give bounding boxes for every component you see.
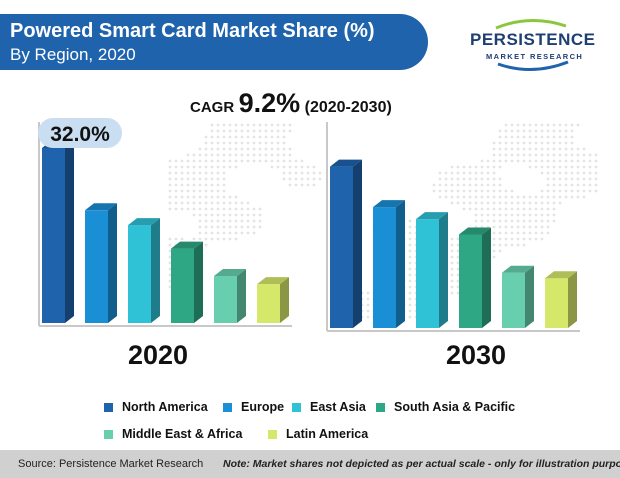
legend-swatch (376, 402, 385, 412)
legend-label: East Asia (310, 400, 366, 414)
legend-item-east-asia: East Asia (292, 400, 366, 414)
footer-bar: Source: Persistence Market Research Note… (0, 450, 620, 478)
bar-2030-south-asia-pacific (459, 227, 491, 328)
legend-swatch (104, 402, 113, 412)
bar-2030-north-america (330, 159, 362, 328)
logo-subtext: MARKET RESEARCH (486, 52, 584, 61)
bar-2020-east-asia (128, 218, 160, 323)
legend-swatch (268, 429, 277, 439)
logo-swoosh-icon (495, 18, 569, 72)
year-label-2020: 2020 (128, 340, 189, 370)
bar-2020-latin-america (257, 277, 289, 323)
legend-item-middle-east-africa: Middle East & Africa (104, 427, 242, 441)
bar-chart: 32.0% (38, 118, 598, 332)
persistence-logo: PERSISTENCE MARKET RESEARCH (470, 12, 610, 76)
title-banner: Powered Smart Card Market Share (%) By R… (0, 14, 428, 70)
logo-text: PERSISTENCE (470, 30, 596, 49)
bar-2030-east-asia (416, 212, 448, 328)
legend-item-europe: Europe (223, 400, 284, 414)
cagr-annotation: CAGR 9.2% (2020-2030) (190, 88, 392, 119)
cagr-value: 9.2% (238, 88, 301, 118)
legend-swatch (292, 402, 301, 412)
legend-label: North America (122, 400, 208, 414)
legend-swatch (104, 429, 113, 439)
legend-label: Latin America (286, 427, 369, 441)
legend-label: Middle East & Africa (122, 427, 243, 441)
data-label-bubble (38, 118, 122, 148)
bar-2020-south-asia-pacific (171, 241, 203, 323)
bar-2020-north-america (42, 140, 74, 323)
cagr-label: CAGR (190, 99, 235, 116)
bar-2030-latin-america (545, 271, 577, 328)
year-label-2030: 2030 (446, 340, 507, 370)
cagr-period: (2020-2030) (304, 99, 392, 116)
legend-item-latin-america: Latin America (268, 427, 368, 441)
bar-2020-europe (85, 203, 117, 323)
data-label-north-america-2020: 32.0% (50, 123, 110, 146)
world-map-background (168, 123, 598, 319)
legend-label: Europe (241, 400, 285, 414)
bar-2030-europe (373, 200, 405, 328)
legend-item-south-asia-pacific: South Asia & Pacific (376, 400, 515, 414)
legend-swatch (223, 402, 232, 412)
bar-2020-middle-east-africa (214, 268, 246, 323)
legend-item-north-america: North America (104, 400, 208, 414)
footer-source: Source: Persistence Market Research (18, 458, 204, 470)
chart-subtitle: By Region, 2020 (10, 45, 136, 64)
chart-title: Powered Smart Card Market Share (%) (10, 20, 375, 42)
footer-note: Note: Market shares not depicted as per … (223, 458, 620, 470)
bar-2030-middle-east-africa (502, 265, 534, 328)
legend-label: South Asia & Pacific (394, 400, 516, 414)
